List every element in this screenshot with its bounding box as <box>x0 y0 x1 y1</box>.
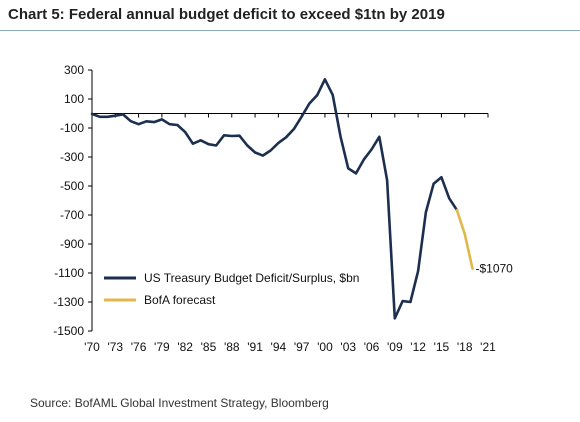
x-tick-label: '85 <box>201 340 217 354</box>
data-point <box>145 120 147 122</box>
y-tick-label: -300 <box>60 150 84 164</box>
data-point <box>277 142 279 144</box>
y-tick-label: -700 <box>60 208 84 222</box>
y-tick-label: -1100 <box>54 266 84 280</box>
data-point <box>130 120 132 122</box>
data-point <box>114 114 116 116</box>
data-point <box>432 183 434 185</box>
x-tick-label: '94 <box>271 340 287 354</box>
data-point <box>223 134 225 136</box>
data-point <box>184 131 186 133</box>
data-point <box>176 124 178 126</box>
forecast-end-annotation: -$1070 <box>475 262 513 276</box>
data-point <box>137 123 139 125</box>
data-point <box>308 102 310 104</box>
y-tick-label: 100 <box>64 92 84 106</box>
x-tick-label: '91 <box>247 340 263 354</box>
data-point <box>363 158 365 160</box>
data-point <box>401 300 403 302</box>
legend-label-0: US Treasury Budget Deficit/Surplus, $bn <box>144 271 359 285</box>
x-tick-label: '09 <box>387 340 403 354</box>
data-point <box>440 176 442 178</box>
data-point <box>386 179 388 181</box>
data-point <box>324 78 326 80</box>
data-point <box>370 148 372 150</box>
data-point <box>394 317 396 319</box>
data-point <box>448 197 450 199</box>
data-point <box>262 154 264 156</box>
data-point <box>339 135 341 137</box>
y-tick-label: -900 <box>60 237 84 251</box>
data-point <box>168 123 170 125</box>
y-tick-label: -1500 <box>53 324 84 338</box>
x-tick-label: '15 <box>434 340 450 354</box>
data-point <box>378 136 380 138</box>
data-point <box>106 116 108 118</box>
data-point <box>456 209 458 211</box>
x-tick-label: '79 <box>154 340 170 354</box>
series-layer <box>90 78 474 320</box>
data-point <box>464 233 466 235</box>
source-note: Source: BofAML Global Investment Strateg… <box>30 396 329 410</box>
data-point <box>238 134 240 136</box>
x-tick-label: '73 <box>107 340 123 354</box>
data-point <box>471 267 473 269</box>
data-point <box>246 144 248 146</box>
x-tick-label: '70 <box>84 340 100 354</box>
data-point <box>207 143 209 145</box>
legend: US Treasury Budget Deficit/Surplus, $bn B… <box>104 271 359 307</box>
data-point <box>355 172 357 174</box>
x-tick-label: '03 <box>340 340 356 354</box>
series-line-0 <box>90 78 459 320</box>
y-tick-label: -500 <box>60 179 84 193</box>
data-point <box>153 121 155 123</box>
x-tick-label: '00 <box>317 340 333 354</box>
data-point <box>200 139 202 141</box>
data-point <box>300 115 302 117</box>
chart-title: Chart 5: Federal annual budget deficit t… <box>8 6 445 23</box>
data-point <box>409 301 411 303</box>
x-tick-label: '18 <box>457 340 473 354</box>
y-tick-label: 300 <box>64 63 84 77</box>
title-divider <box>0 30 580 31</box>
data-point <box>192 142 194 144</box>
data-point <box>417 270 419 272</box>
data-point <box>425 211 427 213</box>
data-point <box>99 116 101 118</box>
labels-layer: 300 100 -100 -300 -500 -700 -900 -1100 -1300 -150… <box>53 63 513 354</box>
x-tick-label: '88 <box>224 340 240 354</box>
x-tick-label: '21 <box>480 340 496 354</box>
x-tick-label: '76 <box>131 340 147 354</box>
data-point <box>254 151 256 153</box>
data-point <box>91 113 93 115</box>
data-point <box>293 128 295 130</box>
data-point <box>347 167 349 169</box>
y-tick-label: -100 <box>60 121 84 135</box>
data-point <box>285 136 287 138</box>
data-point <box>122 113 124 115</box>
x-tick-label: '82 <box>177 340 193 354</box>
x-tick-label: '12 <box>410 340 426 354</box>
legend-label-1: BofA forecast <box>144 293 216 307</box>
x-tick-label: '97 <box>294 340 310 354</box>
series-line-1 <box>455 208 474 270</box>
data-point <box>332 94 334 96</box>
data-point <box>316 94 318 96</box>
data-point <box>215 144 217 146</box>
x-tick-label: '06 <box>364 340 380 354</box>
data-point <box>269 149 271 151</box>
y-tick-label: -1300 <box>53 295 84 309</box>
data-point <box>161 118 163 120</box>
data-point <box>231 135 233 137</box>
